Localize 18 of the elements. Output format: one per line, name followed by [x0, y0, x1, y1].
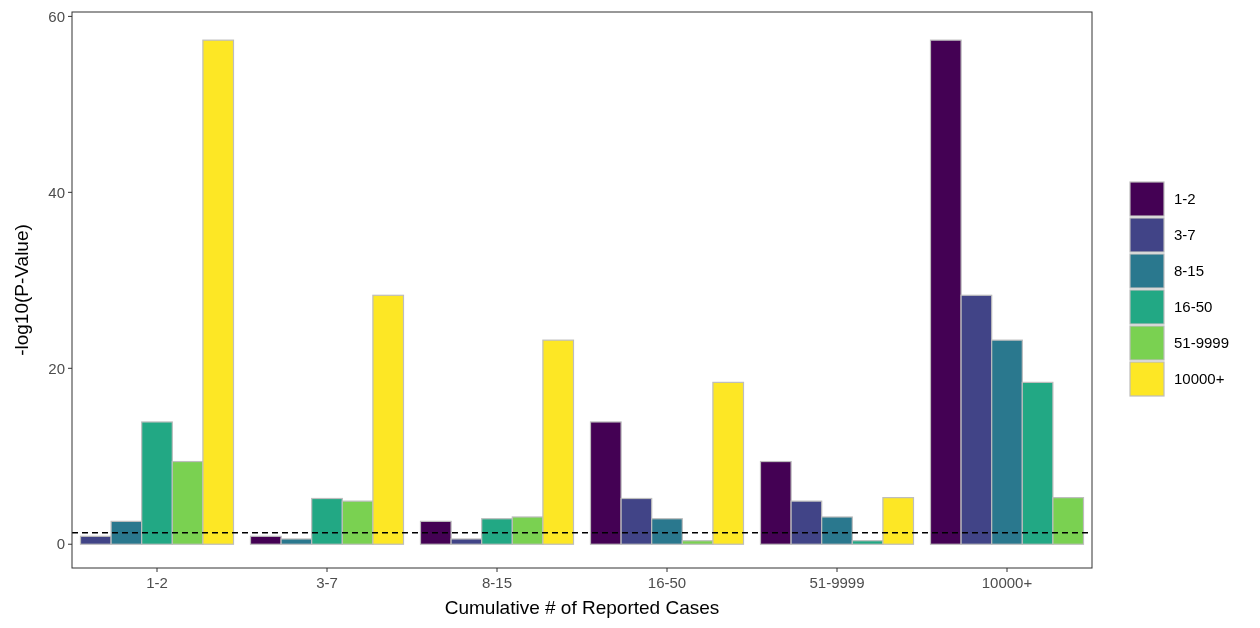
y-tick-label: 60 — [48, 7, 65, 25]
x-tick-label: 16-50 — [647, 574, 687, 591]
legend-label: 3-7 — [1174, 226, 1196, 244]
legend-label: 8-15 — [1174, 262, 1205, 280]
legend-label: 51-9999 — [1174, 334, 1230, 352]
y-tick-label: 20 — [48, 359, 65, 377]
legend-label: 10000+ — [1174, 370, 1225, 388]
x-tick-label: 51-9999 — [809, 574, 865, 591]
legend-label: 1-2 — [1174, 190, 1196, 208]
x-tick-label: 10000+ — [981, 574, 1033, 591]
x-tick-label: 1-2 — [146, 574, 168, 591]
x-tick-label: 3-7 — [316, 574, 338, 591]
legend-label: 16-50 — [1174, 298, 1213, 316]
y-tick-label: 0 — [56, 535, 65, 553]
y-tick-label: 40 — [48, 183, 65, 201]
x-tick-label: 8-15 — [481, 574, 513, 591]
x-axis-title: Cumulative # of Reported Cases — [444, 597, 720, 618]
y-axis-title: -log10(P-Value) — [11, 224, 32, 356]
